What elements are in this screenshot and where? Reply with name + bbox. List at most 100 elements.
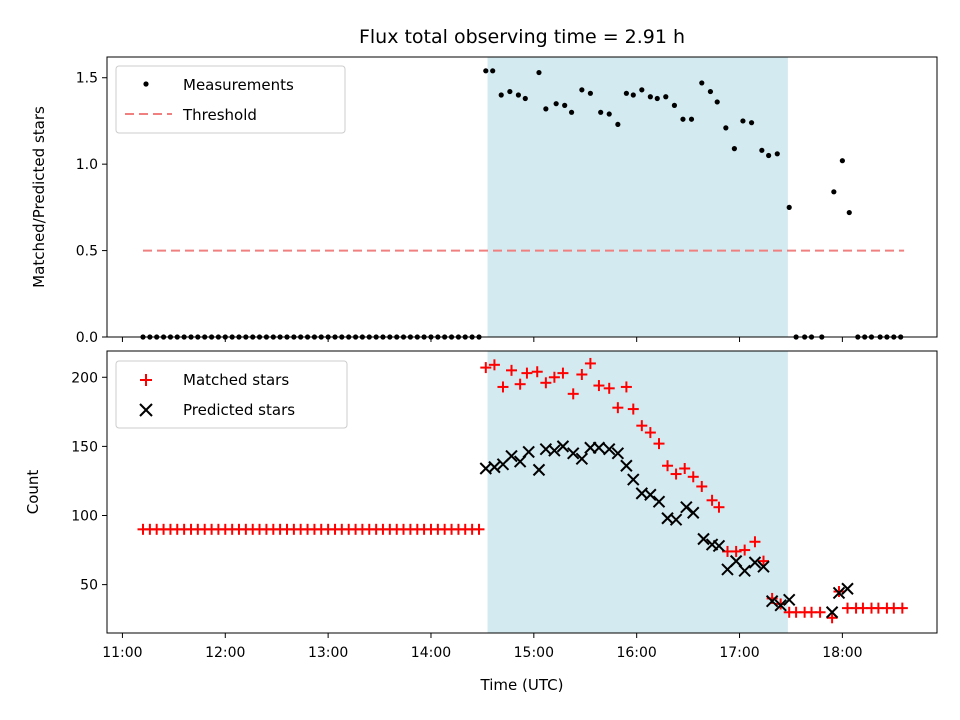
matched-star-point [814, 606, 826, 618]
predicted-star-point [687, 506, 700, 519]
predicted-star-point [712, 539, 726, 553]
bottom-legend-box [115, 360, 348, 429]
measurement-point [598, 109, 604, 115]
matched-star-point [627, 403, 639, 415]
measurement-point [654, 95, 660, 102]
matched-star-point [473, 523, 485, 535]
predicted-star-point [765, 594, 779, 608]
legend-measurements-label: Measurements [183, 76, 294, 94]
predicted-star-point [782, 593, 796, 607]
bottom-shaded-region [487, 351, 788, 633]
matched-star-point [576, 369, 588, 380]
matched-star-point [531, 366, 543, 378]
measurement-point [846, 209, 852, 216]
bottom-y-tick-label: 150 [71, 439, 98, 455]
top-y-tick-label: 0.0 [76, 330, 98, 346]
bottom-x-tick-label: 17:00 [719, 645, 759, 661]
top-legend: Measurements Threshold [115, 65, 346, 134]
measurement-point [839, 158, 845, 164]
measurement-point [587, 90, 593, 96]
bottom-y-tick-label: 100 [71, 509, 98, 525]
top-panel: 0.0 0.5 1.0 1.5 Matched/Predicted stars Mea… [30, 56, 938, 346]
matched-star-point [896, 602, 908, 614]
bottom-legend: Matched stars Predicted stars [115, 360, 348, 429]
predicted-star-point [548, 444, 561, 457]
matched-star-point [670, 468, 682, 480]
measurement-point [615, 121, 621, 128]
matched-star-point [739, 544, 751, 556]
measurement-point [639, 87, 645, 93]
predicted-star-point [652, 495, 666, 508]
predicted-star-point [488, 460, 501, 474]
matched-star-point [480, 362, 492, 374]
matched-star-point [548, 371, 560, 383]
predicted-star-point [603, 442, 616, 456]
measurement-point [553, 101, 559, 107]
measurement-point [562, 102, 568, 108]
matched-star-point [679, 463, 691, 474]
bottom-x-tick-label: 11:00 [102, 645, 142, 661]
measurement-point [536, 69, 542, 76]
measurement-point [759, 147, 765, 153]
measurement-point [766, 152, 772, 159]
legend-predicted-marker [139, 403, 153, 417]
predicted-star-point [592, 441, 606, 454]
top-shaded-region [487, 57, 788, 337]
top-y-tick-label: 0.5 [76, 244, 98, 260]
predicted-star-point [669, 513, 683, 526]
bottom-y-tick-label: 200 [71, 370, 98, 386]
predicted-star-point [832, 586, 846, 600]
measurement-point [699, 80, 705, 86]
measurement-point [680, 116, 686, 122]
top-y-axis-label: Matched/Predicted stars [30, 106, 48, 288]
matched-star-point [514, 378, 526, 390]
predicted-star-point [522, 445, 535, 459]
matched-star-point [506, 364, 518, 376]
measurement-point [748, 120, 755, 126]
chart-title: Flux total observing time = 2.91 h [359, 26, 685, 48]
measurement-point [663, 94, 669, 100]
measurement-point [731, 146, 737, 152]
x-axis-label: Time (UTC) [480, 676, 564, 694]
measurement-point [515, 92, 522, 98]
measurement-point [786, 204, 792, 210]
measurement-point [688, 116, 695, 122]
measurement-point [707, 88, 714, 95]
matched-star-point [540, 377, 552, 389]
legend-matched-label: Matched stars [183, 371, 289, 389]
measurement-point [723, 125, 729, 131]
matched-star-point [706, 494, 718, 506]
measurement-point [579, 87, 585, 93]
matched-star-point [662, 460, 674, 472]
bottom-x-tick-label: 12:00 [205, 645, 245, 661]
predicted-star-point [841, 582, 854, 595]
measurement-point [623, 90, 629, 96]
predicted-star-point [748, 556, 762, 569]
predicted-star-point [575, 452, 589, 466]
predicted-star-point [774, 599, 787, 612]
measurement-point [568, 109, 575, 115]
matched-star-point [567, 388, 579, 400]
matched-star-point [757, 555, 769, 567]
matched-star-point [826, 612, 838, 624]
bottom-x-tick-label: 16:00 [616, 645, 656, 661]
predicted-star-point [627, 473, 640, 486]
measurement-point [647, 94, 653, 100]
legend-predicted-label: Predicted stars [183, 401, 295, 419]
predicted-star-point [620, 459, 633, 472]
predicted-star-point [757, 560, 770, 573]
bottom-x-tick-label: 14:00 [411, 645, 451, 661]
predicted-star-point [567, 447, 580, 460]
predicted-star-point [611, 447, 625, 460]
predicted-star-point [697, 532, 710, 546]
matched-star-point [696, 480, 708, 492]
legend-matched-marker [140, 374, 152, 386]
measurement-point [740, 118, 746, 124]
predicted-star-point [532, 463, 546, 477]
matched-star-point [687, 471, 699, 483]
matched-star-point [612, 402, 624, 414]
matched-star-point [644, 427, 656, 439]
bottom-y-axis-label: Count [24, 470, 42, 515]
measurement-point [490, 68, 496, 74]
measurement-point [498, 92, 504, 98]
